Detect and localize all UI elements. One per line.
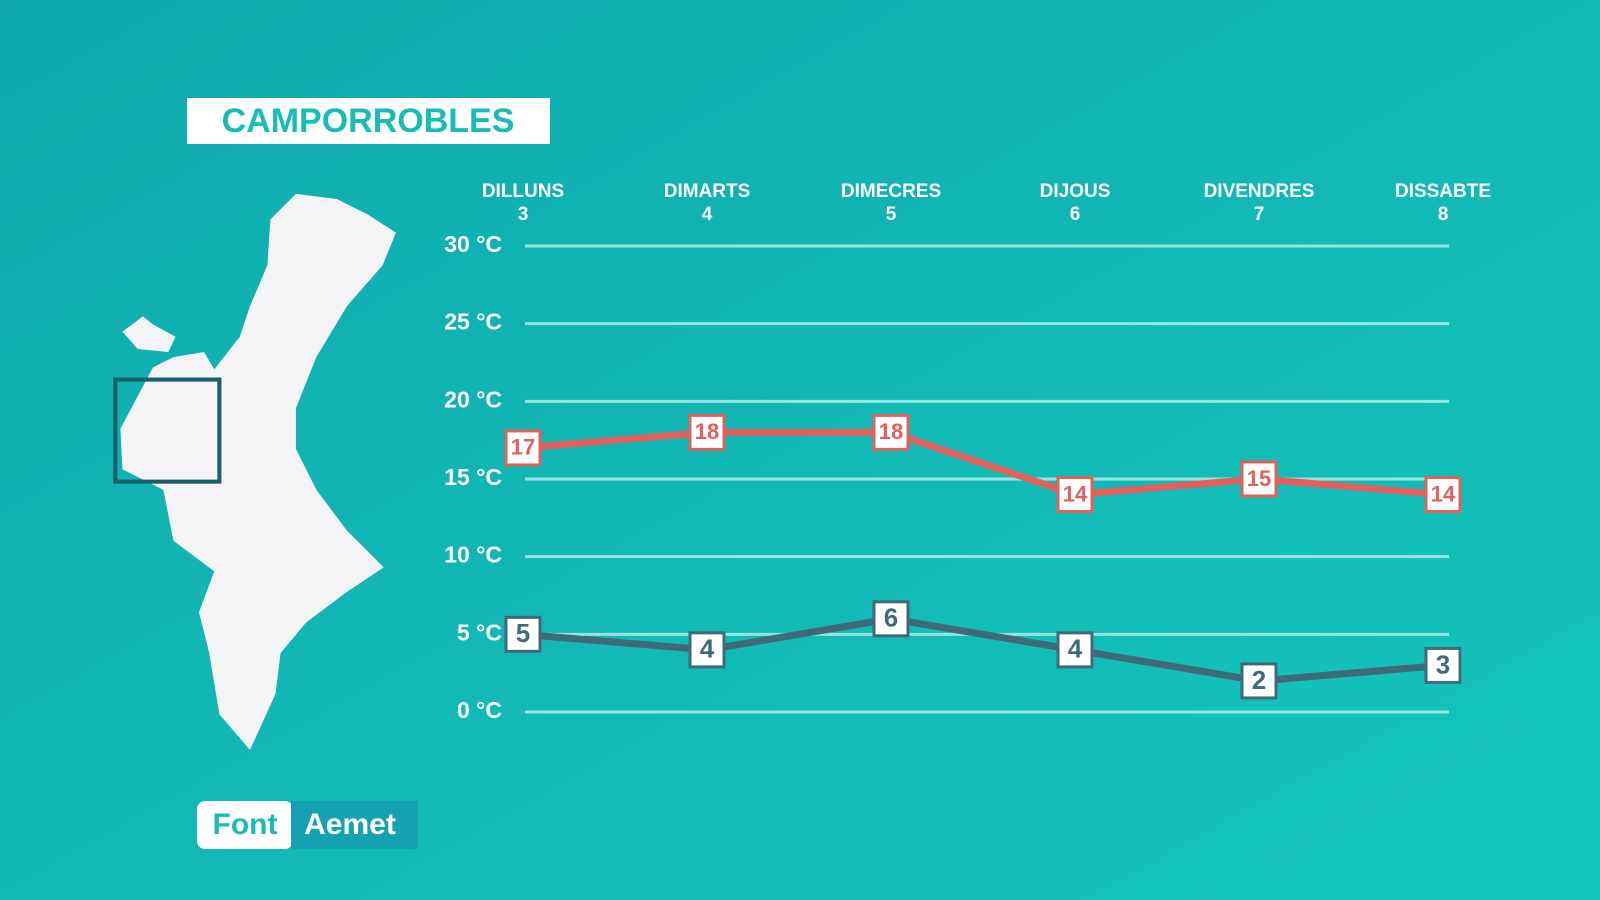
data-label: 2 <box>1252 665 1266 695</box>
map-shape <box>120 193 396 750</box>
y-tick-label: 5 °C <box>457 619 502 645</box>
point-marker <box>1424 476 1462 514</box>
x-tick-label: 6 <box>1070 204 1081 225</box>
point-marker <box>504 429 542 467</box>
data-label: 5 <box>516 618 530 648</box>
point-marker <box>1424 646 1462 684</box>
y-tick-label: 20 °C <box>444 386 502 412</box>
data-label: 18 <box>879 419 903 444</box>
source-label: Font <box>213 808 278 841</box>
data-label: 3 <box>1436 649 1450 679</box>
map-enclave <box>122 316 176 353</box>
x-tick-label: DIMARTS <box>664 181 751 202</box>
x-tick-label: 3 <box>518 204 529 225</box>
location-box <box>113 377 222 484</box>
x-tick-label: DIJOUS <box>1040 181 1111 202</box>
point-marker <box>1056 631 1094 669</box>
x-tick-label: 8 <box>1438 204 1449 225</box>
y-tick-label: 10 °C <box>444 542 502 568</box>
data-label: 15 <box>1247 466 1271 491</box>
point-marker <box>1240 662 1278 700</box>
title-box <box>187 98 550 144</box>
point-marker <box>504 615 542 653</box>
data-label: 18 <box>695 419 719 444</box>
data-label: 14 <box>1063 481 1088 506</box>
source-label-box <box>197 801 293 849</box>
source-box <box>291 801 418 849</box>
x-tick-label: DISSABTE <box>1395 181 1491 202</box>
point-marker <box>1240 460 1278 498</box>
x-tick-label: DIMECRES <box>841 181 941 202</box>
x-tick-label: 5 <box>886 204 897 225</box>
data-label: 4 <box>700 634 715 664</box>
y-tick-label: 25 °C <box>444 309 502 335</box>
point-marker <box>872 600 910 638</box>
y-tick-label: 15 °C <box>444 464 502 490</box>
x-tick-label: 4 <box>702 204 713 225</box>
x-tick-label: DILLUNS <box>482 181 564 202</box>
data-label: 17 <box>511 435 535 460</box>
region-map <box>113 193 396 750</box>
chart-title: CAMPORROBLES <box>222 102 515 140</box>
series-line <box>522 615 1444 685</box>
series-line <box>522 428 1444 499</box>
source: Aemet <box>304 808 396 841</box>
data-label: 6 <box>884 603 898 633</box>
y-tick-label: 0 °C <box>457 697 502 723</box>
x-tick-label: DIVENDRES <box>1204 181 1315 202</box>
x-tick-label: 7 <box>1254 204 1265 225</box>
point-marker <box>688 631 726 669</box>
point-marker <box>872 413 910 451</box>
data-label: 4 <box>1068 634 1083 664</box>
data-label: 14 <box>1431 481 1456 506</box>
point-marker <box>688 413 726 451</box>
point-marker <box>1056 476 1094 514</box>
y-tick-label: 30 °C <box>444 231 502 257</box>
